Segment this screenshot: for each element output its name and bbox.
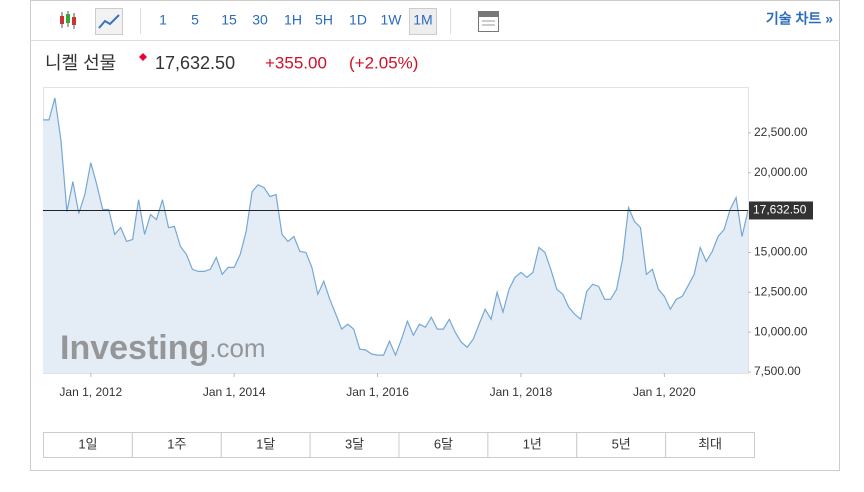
watermark: Investing.com — [60, 329, 266, 367]
current-price-box — [749, 201, 813, 220]
interval-button[interactable]: 1 — [159, 12, 167, 28]
period-button[interactable] — [309, 432, 400, 458]
period-button[interactable] — [220, 432, 311, 458]
y-tick-label: 15,000.00 — [754, 245, 808, 259]
period-label[interactable]: 6달 — [434, 436, 453, 451]
interval-button[interactable]: 15 — [221, 12, 237, 28]
change-pct: (+2.05%) — [349, 53, 418, 72]
plot: 7,500.00 10,000.00 12,500.00 15,000.00 20,00… — [43, 87, 813, 399]
period-label[interactable]: 1일 — [78, 436, 97, 451]
current-price-label: 17,632.50 — [753, 203, 807, 217]
instrument-name: 니켈 선물 — [45, 53, 116, 73]
tech-chart-link[interactable]: 기술 차트 » — [766, 11, 833, 27]
watermark-domain: .com — [209, 333, 265, 363]
period-button[interactable] — [576, 432, 667, 458]
period-button[interactable] — [43, 432, 133, 458]
period-label[interactable]: 5년 — [612, 436, 631, 451]
y-tick-label: 22,500.00 — [754, 125, 808, 139]
interval-button[interactable]: 30 — [252, 12, 268, 28]
candle-icon[interactable] — [60, 11, 76, 29]
x-tick-label: Jan 1, 2014 — [203, 385, 266, 399]
line-icon[interactable] — [95, 8, 123, 35]
period-label[interactable]: 3달 — [345, 436, 364, 451]
interval-button[interactable]: 1H — [284, 12, 302, 28]
y-tick-label: 12,500.00 — [754, 284, 808, 298]
interval-button[interactable]: 1M — [413, 12, 432, 28]
interval-button[interactable]: 5 — [191, 12, 199, 28]
x-tick-label: Jan 1, 2016 — [346, 385, 409, 399]
price-line — [43, 97, 749, 357]
period-label[interactable]: 1년 — [523, 436, 542, 451]
change: +355.00 — [265, 53, 327, 72]
period-label[interactable]: 최대 — [698, 436, 722, 451]
up-icon — [139, 53, 147, 61]
interval-button[interactable]: 1D — [349, 12, 367, 28]
period-button[interactable] — [665, 432, 755, 458]
y-tick-label: 7,500.00 — [754, 364, 801, 378]
period-button[interactable] — [131, 432, 222, 458]
interval-button[interactable]: 1W — [381, 12, 403, 28]
interval-selected — [409, 8, 437, 35]
y-tick-label: 20,000.00 — [754, 165, 808, 179]
y-tick-label: 10,000.00 — [754, 324, 808, 338]
period-label[interactable]: 1주 — [167, 436, 186, 451]
period-bar: 1일 1주 1달 3달 6달 1년 5년 최대 — [43, 432, 755, 458]
x-tick-label: Jan 1, 2018 — [490, 385, 553, 399]
period-button[interactable] — [398, 432, 489, 458]
period-label[interactable]: 1달 — [256, 436, 275, 451]
calendar-icon[interactable] — [478, 11, 499, 32]
toolbar: 1 5 15 30 1H 5H 1D 1W 1M — [159, 8, 437, 35]
area-fill — [43, 97, 748, 374]
price: 17,632.50 — [155, 53, 235, 73]
interval-button[interactable]: 5H — [315, 12, 333, 28]
x-tick-label: Jan 1, 2012 — [59, 385, 122, 399]
watermark-brand: Investing — [60, 329, 209, 367]
x-tick-label: Jan 1, 2020 — [633, 385, 696, 399]
